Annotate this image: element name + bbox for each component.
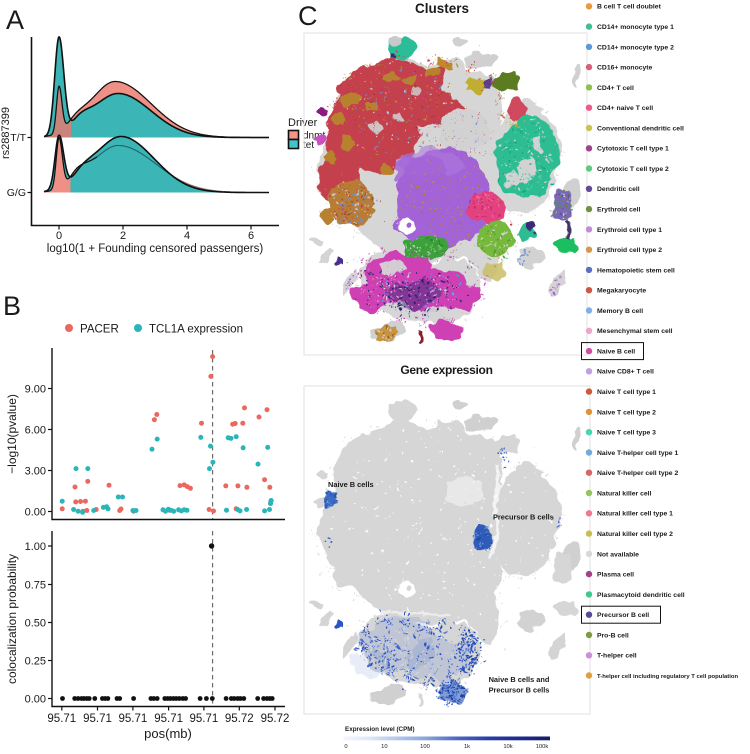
svg-text:Gene expression: Gene expression [400, 363, 492, 377]
svg-text:C: C [298, 1, 318, 31]
svg-text:2: 2 [120, 230, 126, 242]
svg-text:6: 6 [248, 230, 254, 242]
svg-text:Naive B cells and: Naive B cells and [489, 675, 550, 684]
svg-text:TCL1A expression: TCL1A expression [149, 324, 243, 336]
svg-text:Naive T cell type 1: Naive T cell type 1 [597, 389, 656, 396]
svg-text:Naive CD8+ T cell: Naive CD8+ T cell [597, 369, 654, 376]
svg-text:Plasma cell: Plasma cell [597, 572, 634, 579]
svg-text:95.71: 95.71 [47, 713, 76, 725]
svg-text:Not available: Not available [597, 551, 639, 558]
svg-text:1.00: 1.00 [25, 541, 46, 553]
svg-text:100: 100 [420, 744, 430, 749]
svg-text:Plasmacytoid dendritic cell: Plasmacytoid dendritic cell [597, 592, 685, 599]
svg-text:9.00: 9.00 [25, 384, 46, 396]
svg-text:A: A [6, 5, 24, 35]
svg-text:CD4+ T cell: CD4+ T cell [597, 85, 634, 92]
svg-text:dnmt: dnmt [303, 131, 325, 142]
svg-text:10k: 10k [503, 744, 512, 749]
svg-text:Clusters: Clusters [415, 1, 469, 16]
svg-text:CD4+ naive T cell: CD4+ naive T cell [597, 105, 653, 112]
svg-text:Mesenchymal stem cell: Mesenchymal stem cell [597, 328, 673, 335]
svg-text:4: 4 [184, 230, 190, 242]
svg-text:B: B [3, 291, 21, 321]
svg-text:Dendritic cell: Dendritic cell [597, 186, 640, 193]
svg-text:Conventional dendritic cell: Conventional dendritic cell [597, 125, 684, 132]
svg-text:0.75: 0.75 [25, 580, 46, 592]
svg-text:Natural killer cell type 2: Natural killer cell type 2 [597, 531, 673, 538]
svg-text:−log10(pvalue): −log10(pvalue) [5, 394, 19, 474]
svg-text:B cell T cell doublet: B cell T cell doublet [597, 4, 662, 11]
svg-text:rs2887399: rs2887399 [0, 107, 12, 159]
svg-text:CD16+ monocyte: CD16+ monocyte [597, 65, 653, 72]
svg-text:CD14+ monocyte type 2: CD14+ monocyte type 2 [597, 44, 674, 51]
svg-text:Megakaryocyte: Megakaryocyte [597, 288, 646, 295]
svg-text:0.25: 0.25 [25, 656, 46, 668]
svg-text:95.72: 95.72 [261, 713, 290, 725]
svg-text:Driver: Driver [288, 117, 318, 129]
svg-text:pos(mb): pos(mb) [144, 726, 192, 741]
svg-text:Naive T-helper cell type 2: Naive T-helper cell type 2 [597, 470, 678, 477]
svg-text:Erythroid cell type 2: Erythroid cell type 2 [597, 247, 662, 254]
svg-text:T/T: T/T [10, 132, 26, 144]
svg-text:0.00: 0.00 [25, 507, 46, 519]
svg-text:10: 10 [381, 744, 387, 749]
svg-text:Cytotoxic T cell type 1: Cytotoxic T cell type 1 [597, 146, 669, 153]
svg-text:Pro-B cell: Pro-B cell [597, 632, 629, 639]
svg-text:Precursor B cells: Precursor B cells [493, 513, 554, 522]
svg-text:100k: 100k [536, 744, 549, 749]
svg-text:Naive T-helper cell type 1: Naive T-helper cell type 1 [597, 450, 678, 457]
svg-text:Natural killer cell type 1: Natural killer cell type 1 [597, 511, 673, 518]
svg-text:Cytotoxic T cell type 2: Cytotoxic T cell type 2 [597, 166, 669, 173]
svg-text:Erythroid cell: Erythroid cell [597, 207, 641, 214]
svg-text:Expression level (CPM): Expression level (CPM) [345, 726, 415, 733]
svg-text:6.00: 6.00 [25, 425, 46, 437]
svg-text:colocalization probability: colocalization probability [5, 554, 19, 684]
svg-text:tet: tet [303, 140, 314, 151]
svg-text:T-helper cell: T-helper cell [597, 653, 637, 660]
svg-text:Hematopoietic stem cell: Hematopoietic stem cell [597, 267, 675, 274]
svg-text:95.71: 95.71 [83, 713, 112, 725]
svg-text:Memory B cell: Memory B cell [597, 308, 643, 315]
svg-text:Erythroid cell type 1: Erythroid cell type 1 [597, 227, 662, 234]
svg-text:95.71: 95.71 [119, 713, 148, 725]
svg-text:Precursor B cells: Precursor B cells [489, 686, 550, 695]
svg-text:95.71: 95.71 [190, 713, 219, 725]
svg-text:95.72: 95.72 [225, 713, 254, 725]
svg-text:PACER: PACER [80, 324, 119, 336]
svg-text:0: 0 [56, 230, 62, 242]
svg-text:Natural killer cell: Natural killer cell [597, 490, 652, 497]
svg-text:log10(1 + Founding censored pa: log10(1 + Founding censored passengers) [47, 243, 264, 255]
svg-text:Naive B cells: Naive B cells [328, 480, 374, 489]
svg-text:CD14+ monocyte type 1: CD14+ monocyte type 1 [597, 24, 674, 31]
svg-text:T-helper cell including regula: T-helper cell including regulatory T cel… [597, 674, 738, 680]
svg-text:95.71: 95.71 [154, 713, 183, 725]
svg-text:Precursor B cell: Precursor B cell [597, 612, 649, 619]
svg-text:0.00: 0.00 [25, 694, 46, 706]
svg-text:Naive T cell type 3: Naive T cell type 3 [597, 430, 656, 437]
svg-text:Naive B cell: Naive B cell [597, 349, 635, 356]
svg-text:3.00: 3.00 [25, 466, 46, 478]
svg-text:Naive T cell type 2: Naive T cell type 2 [597, 409, 656, 416]
svg-text:G/G: G/G [7, 187, 26, 199]
svg-text:1k: 1k [464, 744, 470, 749]
svg-text:0.50: 0.50 [25, 618, 46, 630]
svg-text:0: 0 [344, 744, 347, 749]
